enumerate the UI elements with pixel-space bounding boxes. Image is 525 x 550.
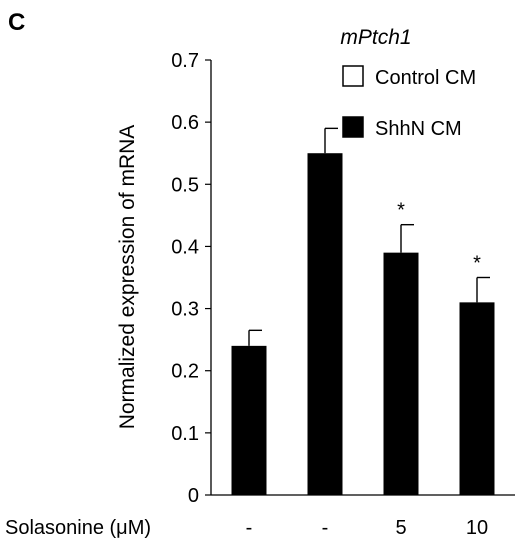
chart-title: mPtch1 (340, 26, 411, 49)
legend-label: ShhN CM (375, 118, 462, 140)
panel-label: C (8, 9, 25, 36)
x-category-label: 10 (466, 517, 488, 539)
bar (459, 302, 495, 495)
y-tick-label: 0.2 (171, 361, 199, 383)
y-tick-label: 0.3 (171, 299, 199, 321)
bar (231, 345, 267, 495)
x-category-label: - (322, 517, 329, 539)
axes: 0 0.1 0.2 0.3 0.4 0.5 0.6 0.7 (171, 50, 515, 507)
y-tick-label: 0.1 (171, 423, 199, 445)
legend-swatch (342, 65, 364, 87)
x-category-label: - (246, 517, 253, 539)
legend-label: Control CM (375, 67, 476, 89)
x-category-label: 5 (395, 517, 406, 539)
y-axis-label: Normalized expression of mRNA (116, 125, 139, 430)
x-row-label: Solasonine (μM) (5, 517, 151, 539)
bars: ** (231, 127, 495, 495)
significance-marker: * (473, 253, 481, 275)
y-tick-label: 0.5 (171, 174, 199, 196)
bar (383, 252, 419, 495)
bar (307, 153, 343, 495)
y-tick-label: 0.6 (171, 112, 199, 134)
significance-marker: * (397, 200, 405, 222)
y-tick-label: 0.7 (171, 50, 199, 72)
x-category-labels: - - 5 10 (246, 517, 488, 539)
y-tick-label: 0 (188, 485, 199, 507)
y-tick-label: 0.4 (171, 236, 199, 258)
legend-swatch (342, 116, 364, 138)
legend: Control CM ShhN CM (342, 65, 476, 140)
